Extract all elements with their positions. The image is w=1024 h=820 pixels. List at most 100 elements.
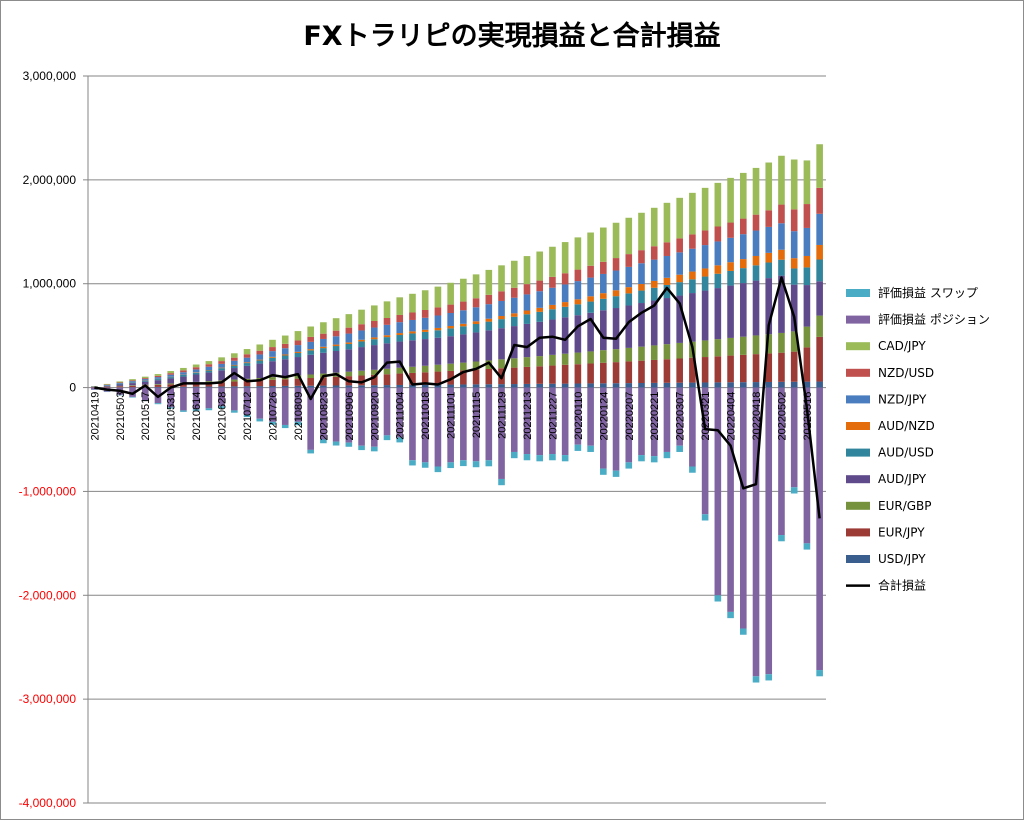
bar-segment [358,330,365,340]
bar-segment [663,387,671,452]
bar-segment [294,352,302,358]
bar-segment [790,351,798,382]
bar-segment [383,435,391,441]
bar-segment [141,376,149,379]
bar-segment [243,354,251,358]
bar-segment [523,284,531,295]
bar-segment [332,318,340,331]
bar-segment [650,456,658,463]
bar-segment [434,327,442,331]
bar-segment [205,386,213,388]
bar-segment [383,301,391,318]
bar-segment [281,354,289,356]
bar-segment [447,363,454,371]
bar-segment [739,283,747,337]
bar-segment [663,344,671,360]
bar-segment [332,344,340,347]
bar-segment [701,187,709,231]
bar-segment [243,414,251,418]
bar-segment [409,366,416,373]
bar-segment [638,455,645,462]
bar-segment [638,250,645,264]
bar-segment [727,270,734,286]
bar-segment [600,362,607,384]
bar-segment [421,387,429,463]
bar-segment [523,387,531,455]
bar-segment [701,230,709,246]
x-tick-label: 20210419 [89,392,101,441]
bar-segment [739,218,747,235]
x-tick-label: 20210920 [369,392,381,441]
bar-segment [498,300,505,317]
bar-segment [269,379,276,387]
bar-segment [663,242,671,256]
bar-segment [549,287,556,305]
bar-segment [421,339,429,366]
bar-segment [243,386,251,388]
legend-label: CAD/JPY [878,339,926,353]
bar-segment [421,365,429,373]
bar-segment [510,358,518,368]
bar-segment [765,387,773,675]
legend-swatch [846,395,870,404]
legend-swatch [846,475,870,484]
legend-label: USD/JPY [878,552,926,566]
bar-segment [141,387,149,401]
bar-segment [269,356,276,358]
bar-segment [816,336,823,382]
bar-segment [129,381,136,383]
bar-segment [116,382,124,384]
bar-segment [778,332,785,353]
bar-segment [739,336,747,355]
bar-segment [523,323,531,358]
legend-swatch [846,501,870,510]
bar-segment [778,387,785,536]
bar-segment [370,385,378,388]
bar-segment [167,383,175,385]
bar-segment [701,387,709,515]
bar-segment [154,380,162,385]
bar-segment [816,281,823,316]
bar-segment [510,313,518,317]
bar-segment [345,343,353,350]
bar-segment [727,382,734,388]
bar-segment [676,382,683,388]
bar-segment [231,365,238,369]
x-tick-label: 20210823 [318,392,330,441]
bar-segment [689,279,696,294]
bar-segment [243,363,251,366]
bar-segment [536,387,544,456]
bar-segment [116,386,124,388]
bar-segment [689,382,696,388]
bar-segment [358,339,365,342]
bar-segment [116,383,124,384]
bar-segment [600,387,607,469]
bar-segment [790,284,798,332]
bar-segment [269,351,276,357]
bar-segment [549,365,556,384]
bar-segment [676,238,683,253]
legend-label: 評価損益 ポジション [878,312,990,327]
bar-segment [752,354,760,383]
bar-segment [638,303,645,347]
bar-segment [116,384,124,386]
bar-segment [370,369,378,375]
bar-segment [752,280,760,336]
bar-segment [561,353,569,365]
bar-segment [574,315,582,353]
bar-segment [269,387,276,422]
bar-segment [358,445,365,451]
bar-segment [612,362,620,384]
bar-segment [536,356,544,367]
bar-segment [765,381,773,388]
bar-segment [180,376,187,383]
bar-segment [510,384,518,388]
bar-segment [281,343,289,349]
x-tick-label: 20210503 [115,392,127,441]
bar-segment [638,290,645,304]
bar-segment [587,387,594,446]
bar-segment [549,454,556,461]
legend-label: AUD/JPY [878,472,927,486]
bar-segment [549,383,556,388]
bar-segment [116,394,124,396]
